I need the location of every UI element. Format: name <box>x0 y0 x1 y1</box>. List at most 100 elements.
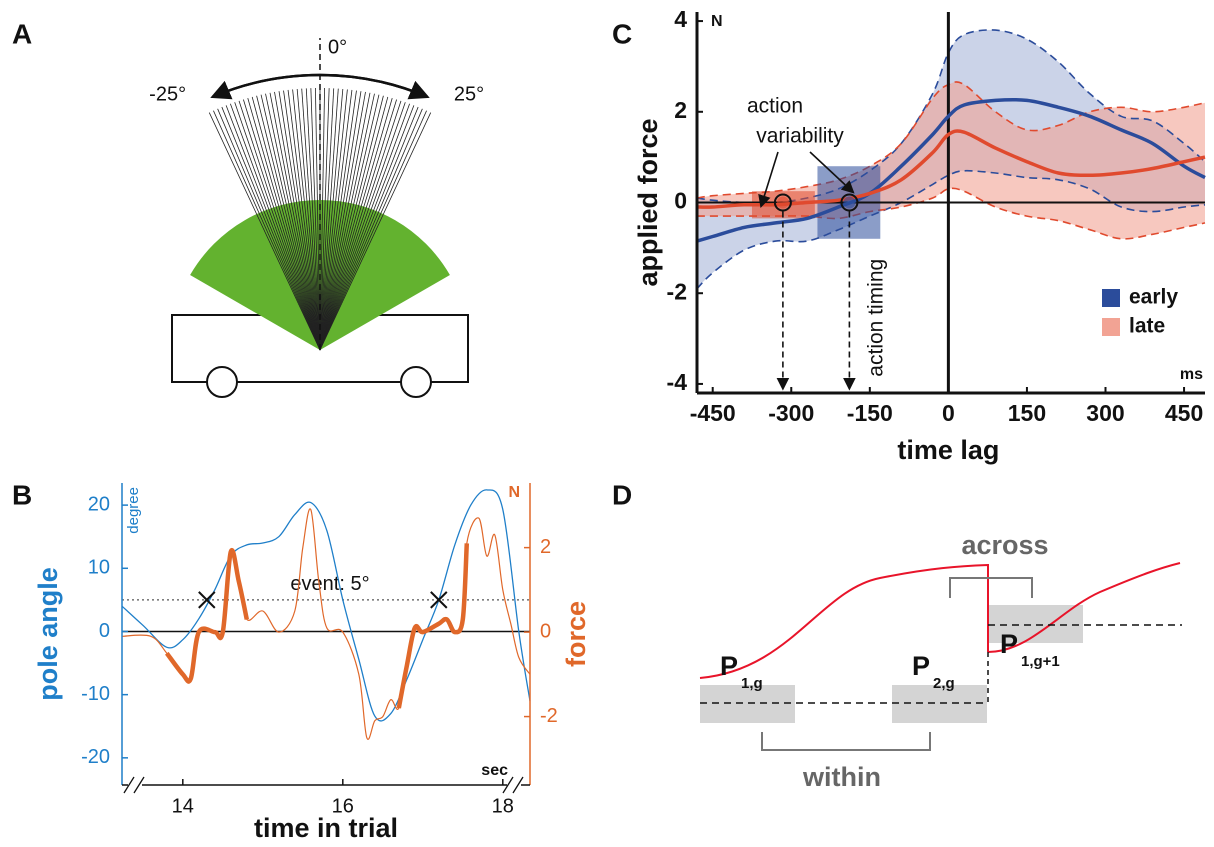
pole-position <box>319 94 380 351</box>
pole-position <box>319 98 393 351</box>
pole-position <box>319 91 366 351</box>
y2-tick-label: 0 <box>540 620 551 642</box>
pole-position <box>301 88 321 351</box>
point-label: P <box>912 651 930 681</box>
data-line <box>121 489 531 722</box>
pole-position <box>234 102 321 351</box>
pole-position <box>274 91 321 351</box>
chart-c: -4 -2 0 2 4 -450 -300 -150 0 150 300 450 time lag app… <box>633 6 1206 465</box>
pole-position <box>319 93 375 351</box>
annotation-arrow <box>758 151 779 209</box>
pole-position <box>319 88 344 351</box>
mean-line <box>696 97 1206 243</box>
x-unit: ms <box>1180 366 1203 383</box>
panel-label: D <box>612 479 632 510</box>
axis-break <box>123 776 145 794</box>
y-tick-label: 10 <box>88 557 110 579</box>
pole-position <box>243 99 321 351</box>
y-axis-label: pole angle <box>33 567 63 701</box>
pole-position <box>319 92 371 351</box>
y-tick-label: 2 <box>674 97 687 123</box>
x-tick-label: -150 <box>847 400 893 426</box>
wheel <box>206 366 238 398</box>
trace <box>699 562 1181 679</box>
y2-unit: N <box>508 484 520 501</box>
threshold-label: event: 5° <box>290 573 369 595</box>
pole-position <box>319 88 335 351</box>
point-subscript: 1,g <box>741 675 763 692</box>
pole-position <box>265 93 321 351</box>
data-line <box>121 508 531 740</box>
pole-position <box>319 91 362 351</box>
pole-position <box>217 108 321 351</box>
y-tick-label: 20 <box>88 493 110 515</box>
pole-position <box>315 88 321 351</box>
x-tick-label: 450 <box>1165 400 1203 426</box>
y-tick-label: 0 <box>99 620 110 642</box>
across-label: across <box>961 530 1048 560</box>
angle-label: 0° <box>328 36 347 58</box>
pole-position <box>319 105 415 351</box>
pole-position <box>319 110 427 351</box>
point-subscript: 1,g+1 <box>1021 653 1060 670</box>
bracket <box>949 577 1033 598</box>
legend-swatch <box>1102 289 1120 307</box>
annotation: action timing <box>865 259 888 377</box>
wheel <box>400 366 432 398</box>
pole-position <box>251 96 321 351</box>
pole-position <box>269 92 321 351</box>
event-marker <box>430 591 448 609</box>
window <box>892 685 987 723</box>
pole-position <box>319 89 353 351</box>
y-tick-label: -20 <box>81 746 110 768</box>
x-tick-label: 14 <box>172 795 194 817</box>
peak-marker <box>773 193 792 212</box>
pole-position <box>319 90 357 351</box>
pole-position <box>319 108 423 351</box>
pole-position <box>296 88 321 351</box>
y2-axis-label: force <box>561 601 591 667</box>
pole-position <box>319 96 389 351</box>
pole-position <box>208 112 321 351</box>
y-tick-label: -4 <box>667 369 688 395</box>
x-tick-label: 18 <box>492 795 514 817</box>
annotation: action <box>747 95 803 118</box>
pole-position <box>319 102 406 351</box>
pole-position <box>319 103 410 351</box>
y-axis-label: applied force <box>633 118 663 286</box>
pole-position <box>319 100 402 351</box>
pole-position <box>319 89 348 351</box>
pole-position <box>283 90 321 351</box>
x-unit: sec <box>481 762 508 779</box>
x-tick-label: 16 <box>332 795 354 817</box>
y-tick-label: 4 <box>674 6 687 32</box>
bracket <box>761 732 931 751</box>
y-unit: N <box>711 13 723 30</box>
x-tick-label: 0 <box>942 400 955 426</box>
data-line <box>165 543 470 709</box>
panel-a: -25° 0° 25° <box>149 36 484 398</box>
pole-position <box>319 88 325 351</box>
pole-position <box>319 106 419 351</box>
pole-position <box>225 105 321 351</box>
y-tick-label: -2 <box>667 278 687 304</box>
pole-position <box>287 89 321 351</box>
y-tick-label: 0 <box>674 188 687 214</box>
pole-position <box>213 110 321 351</box>
point-label: P <box>1000 629 1018 659</box>
y2-tick-label: -2 <box>540 705 558 727</box>
pole-position <box>292 89 321 351</box>
x-tick-label: 150 <box>1008 400 1046 426</box>
legend-label: early <box>1129 286 1178 309</box>
pole-position <box>310 88 321 351</box>
point-subscript: 2,g <box>933 675 955 692</box>
pole-position <box>319 112 432 351</box>
peak-marker-fill <box>776 196 789 209</box>
panel-label: C <box>612 18 632 49</box>
x-tick-label: 300 <box>1086 400 1124 426</box>
pole-position <box>256 95 321 351</box>
band-edge <box>696 169 1206 290</box>
angle-label: -25° <box>149 83 186 105</box>
x-axis-label: time lag <box>897 435 999 465</box>
